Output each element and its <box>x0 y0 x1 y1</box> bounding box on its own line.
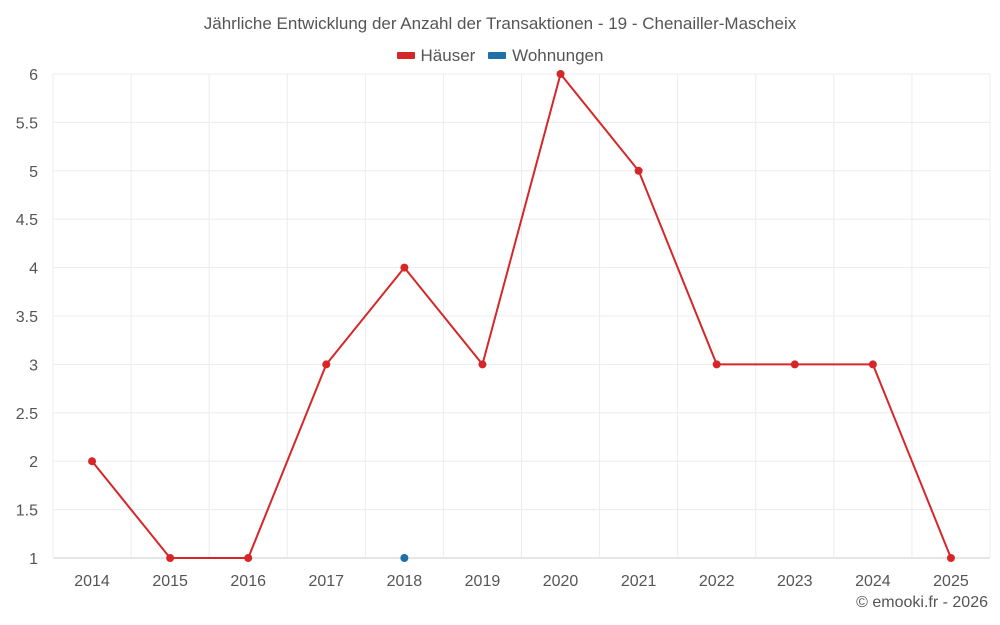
data-point-haeuser <box>400 263 409 272</box>
legend-item-wohnungen[interactable]: Wohnungen <box>488 46 603 66</box>
x-tick-label: 2014 <box>74 573 110 590</box>
data-point-haeuser <box>634 166 643 175</box>
y-tick-label: 2.5 <box>16 406 38 423</box>
legend-swatch-haeuser <box>396 52 415 59</box>
y-tick-label: 6 <box>29 67 38 84</box>
y-tick-label: 3 <box>29 357 38 374</box>
data-point-haeuser <box>478 360 487 369</box>
x-tick-label: 2017 <box>308 573 344 590</box>
data-point-haeuser <box>322 360 331 369</box>
data-point-haeuser <box>790 360 799 369</box>
data-point-haeuser <box>556 70 565 78</box>
series-line-haeuser <box>91 73 952 559</box>
legend-label-wohnungen: Wohnungen <box>512 45 604 65</box>
data-point-haeuser <box>712 360 721 369</box>
data-point-haeuser <box>868 360 877 369</box>
legend-label-haeuser: Häuser <box>420 45 476 65</box>
x-tick-label: 2025 <box>933 573 969 590</box>
data-point-haeuser <box>244 554 253 562</box>
data-point-wohnungen <box>400 554 409 562</box>
x-tick-label: 2024 <box>855 573 891 590</box>
y-tick-label: 5 <box>29 164 38 181</box>
y-tick-label: 1.5 <box>16 503 38 520</box>
x-tick-label: 2015 <box>152 573 188 590</box>
x-tick-label: 2018 <box>387 573 423 590</box>
copyright-footer: © emooki.fr - 2026 <box>856 594 988 611</box>
x-tick-label: 2019 <box>465 573 501 590</box>
chart-title: Jährliche Entwicklung der Anzahl der Tra… <box>203 14 797 33</box>
x-tick-label: 2023 <box>777 573 813 590</box>
data-point-haeuser <box>88 457 97 466</box>
y-tick-label: 1 <box>29 551 38 568</box>
legend-item-haeuser[interactable]: Häuser <box>396 45 476 66</box>
x-tick-label: 2020 <box>543 573 579 590</box>
x-tick-label: 2021 <box>621 573 657 590</box>
y-tick-label: 4.5 <box>16 212 38 229</box>
data-point-haeuser <box>166 554 175 562</box>
y-tick-label: 2 <box>29 454 38 471</box>
data-point-haeuser <box>946 554 955 562</box>
chart-legend: Häuser Wohnungen <box>0 44 1000 66</box>
y-tick-label: 5.5 <box>16 115 38 132</box>
legend-swatch-wohnungen <box>488 52 507 59</box>
x-tick-label: 2022 <box>699 573 735 590</box>
y-tick-label: 3.5 <box>16 309 38 326</box>
y-tick-label: 4 <box>29 261 38 278</box>
x-tick-label: 2016 <box>230 573 266 590</box>
